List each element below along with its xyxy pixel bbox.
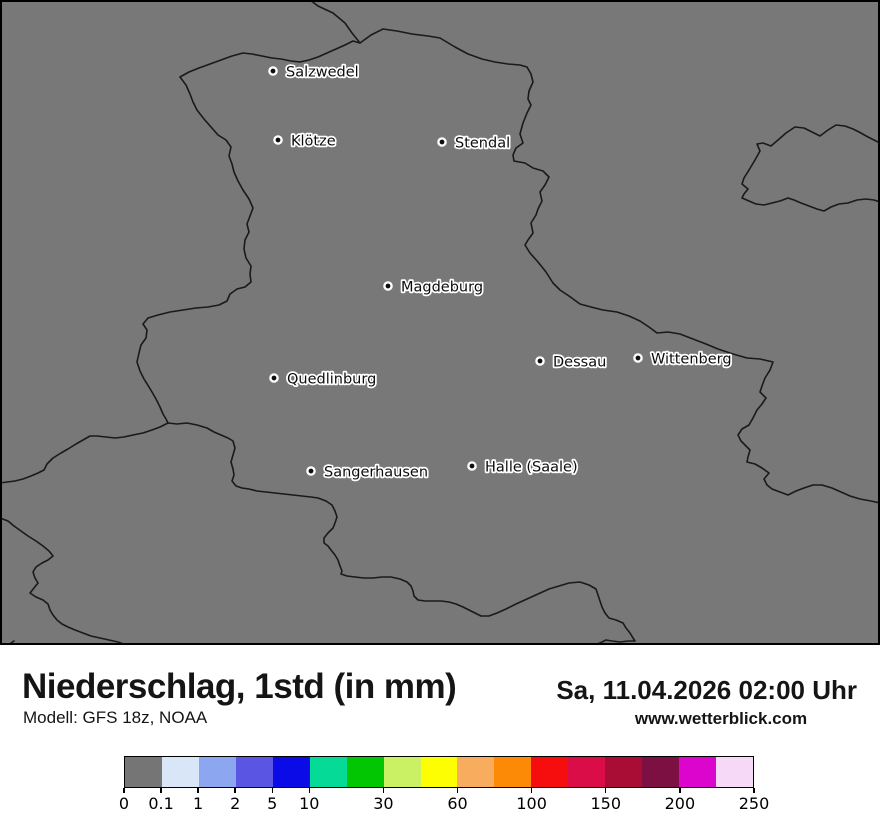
city-dot-icon [268,66,278,76]
city-marker: Dessau [535,353,608,372]
city-dot-icon [306,466,316,476]
legend-color-segment [679,757,716,787]
legend-color-segment [716,757,753,787]
city-dot-icon [437,137,447,147]
border-west-path [136,76,254,424]
precipitation-legend: 0 0.1 1 2 5 10 30 60 100 150 200 250 [119,756,769,813]
city-dot-icon [633,353,643,363]
legend-color-segment [272,757,310,787]
city-dot-icon [273,135,283,145]
legend-color-segment [235,757,273,787]
legend-tick-mark [271,788,273,793]
legend-tick-label: 150 [590,794,622,813]
berlin-border-path [741,124,880,212]
border-southwest-path [0,517,128,645]
map-frame [0,0,880,645]
city-marker: Magdeburg [383,278,485,297]
city-dot-icon [467,461,477,471]
legend-tick-label: 30 [373,794,394,813]
city-label: Wittenberg [651,352,732,368]
legend-tick-label: 10 [299,794,320,813]
border-left-branch-path [0,422,169,484]
legend-color-segment [531,757,569,787]
legend-tick-mark [530,788,533,793]
legend-color-segment [642,757,680,787]
legend-color-segment [161,757,199,787]
city-marker: Halle (Saale) [467,458,579,477]
legend-color-segment [309,757,347,787]
city-label: Quedlinburg [287,372,376,388]
border-corner-path [7,640,15,645]
legend-color-segment [420,757,458,787]
border-north-east-path [309,0,880,504]
city-marker: Quedlinburg [269,370,378,389]
legend-tick-mark [197,788,199,793]
city-marker: Stendal [437,134,512,153]
legend-tick-label: 0 [118,794,130,813]
legend-color-segment [198,757,236,787]
city-label: Halle (Saale) [485,460,578,476]
legend-tick-mark [753,788,755,793]
city-label: Dessau [553,355,606,371]
legend-tick-label: 5 [267,794,278,813]
city-label: Salzwedel [286,65,359,81]
page-title: Niederschlag, 1std (in mm) [22,667,457,706]
city-marker: Klötze [273,132,337,151]
city-label: Magdeburg [401,280,483,296]
border-northwest-path [179,40,361,78]
legend-tick-label: 1 [193,794,204,813]
legend-tick-label: 250 [738,794,770,813]
legend-color-segment [605,757,643,787]
city-dot-icon [383,281,393,291]
legend-tick-mark [308,788,310,793]
legend-tick-label: 0.1 [148,794,174,813]
city-markers-layer: Salzwedel Klötze Stendal Magdeburg Dessau Wit… [268,63,733,482]
city-label: Stendal [455,136,510,152]
city-marker: Salzwedel [268,63,360,82]
legend-tick-mark [382,788,385,793]
legend-color-segment [494,757,532,787]
forecast-datetime: Sa, 11.04.2026 02:00 Uhr [556,675,857,705]
legend-color-segment [457,757,495,787]
legend-tick-label: 200 [664,794,696,813]
city-marker: Sangerhausen [306,463,430,482]
legend-tick-mark [605,788,607,793]
legend-color-segment [568,757,606,787]
city-marker: Wittenberg [633,350,733,369]
city-label: Klötze [291,134,336,150]
city-label: Sangerhausen [324,465,428,481]
legend-tick-label: 2 [230,794,241,813]
legend-tick-mark [160,788,162,793]
website-url: www.wetterblick.com [634,709,808,728]
city-dot-icon [269,373,279,383]
legend-color-segment [383,757,421,787]
precipitation-map: Salzwedel Klötze Stendal Magdeburg Dessau Wit… [0,0,880,645]
border-south-path [167,422,636,645]
legend-tick-mark [123,788,125,793]
legend-color-segment [346,757,384,787]
city-dot-icon [535,356,545,366]
legend-color-segment [125,757,162,787]
legend-tick-mark [679,788,681,793]
legend-tick-label: 100 [516,794,547,813]
legend-colorbar [124,756,754,788]
legend-tick-label: 60 [447,794,468,813]
legend-tick-mark [234,788,236,793]
model-subtitle: Modell: GFS 18z, NOAA [23,708,208,727]
legend-tick-mark [456,788,459,793]
